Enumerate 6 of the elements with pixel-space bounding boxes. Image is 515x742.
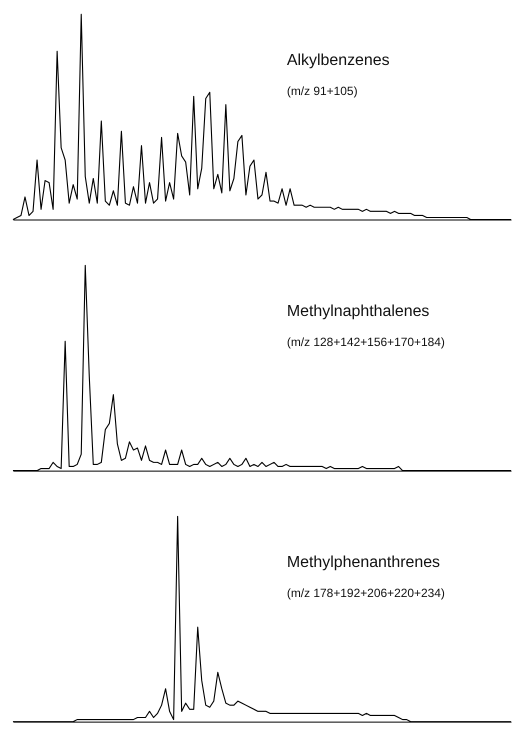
text: Methylphenanthrenes xyxy=(286,554,440,572)
text: (m/z 91+105) xyxy=(286,84,358,98)
text: Alkylbenzenes xyxy=(286,52,390,70)
text: (m/z 178+192+206+220+234) xyxy=(286,586,445,600)
text: (m/z 128+142+156+170+184) xyxy=(286,335,445,350)
text: Methylnaphthalenes xyxy=(286,303,430,320)
